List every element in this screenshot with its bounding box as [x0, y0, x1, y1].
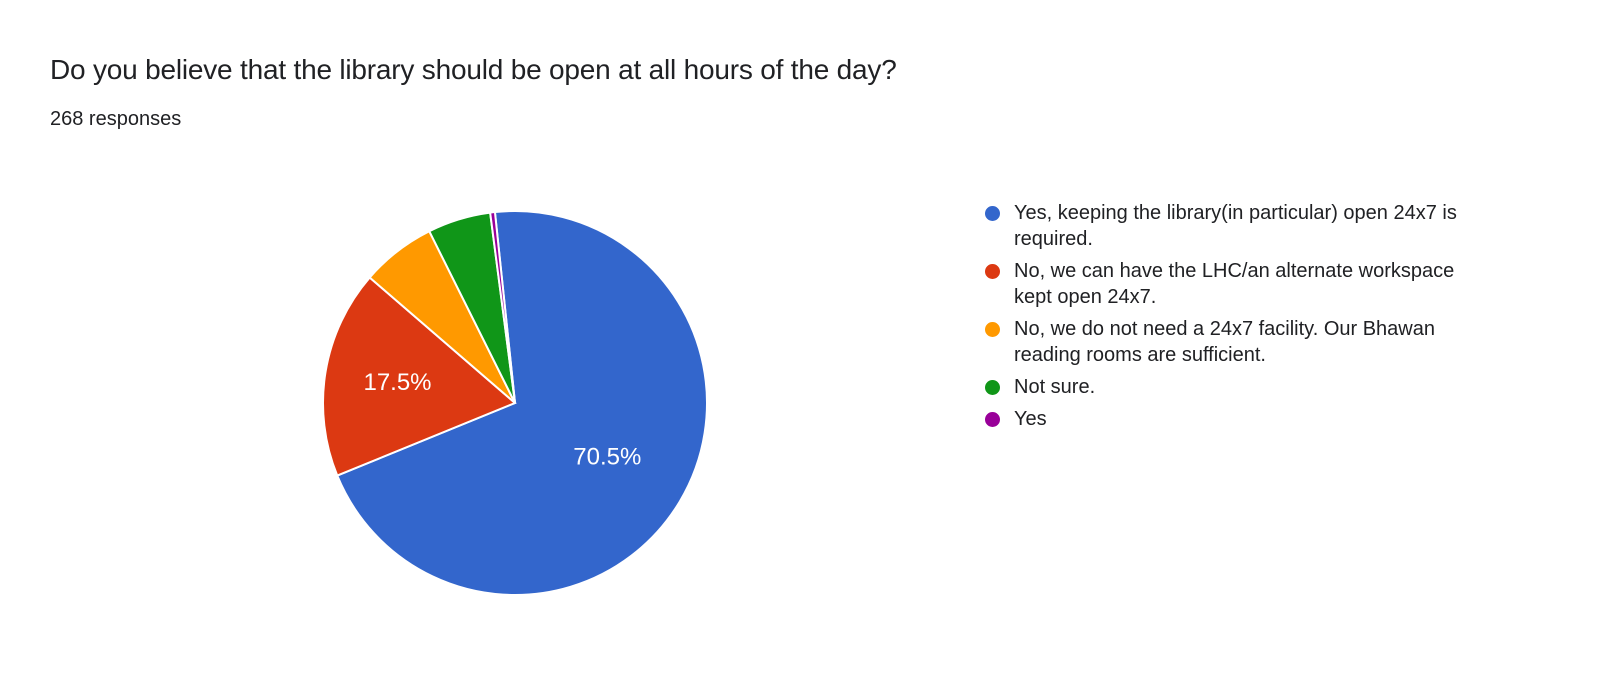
legend-item-label: No, we do not need a 24x7 facility. Our … [1014, 318, 1435, 366]
pie-slice-label: 17.5% [363, 369, 431, 396]
legend-item[interactable]: Not sure. [985, 374, 1505, 400]
pie-chart: 70.5% 17.5% [322, 210, 708, 596]
legend-color-swatch [985, 264, 1000, 279]
pie-slice[interactable] [322, 276, 517, 477]
legend-color-swatch [985, 412, 1000, 427]
legend-item[interactable]: No, we do not need a 24x7 facility. Our … [985, 316, 1505, 368]
legend-item-label: Yes, keeping the library(in particular) … [1014, 202, 1457, 250]
pie-slice[interactable] [335, 210, 708, 596]
legend-item-label: No, we can have the LHC/an alternate wor… [1014, 260, 1455, 308]
legend-color-swatch [985, 206, 1000, 221]
pie-slice[interactable] [489, 210, 516, 404]
legend-item-label: Yes [1014, 408, 1047, 430]
legend-item[interactable]: Yes [985, 406, 1505, 432]
legend-item[interactable]: No, we can have the LHC/an alternate wor… [985, 258, 1505, 310]
page-title: Do you believe that the library should b… [50, 54, 897, 85]
legend-color-swatch [985, 322, 1000, 337]
pie-slice-group [322, 210, 708, 596]
chart-area: 70.5% 17.5% Yes, keeping the library(in p… [0, 150, 1600, 650]
legend-item[interactable]: Yes, keeping the library(in particular) … [985, 200, 1505, 252]
legend-item-label: Not sure. [1014, 376, 1096, 398]
pie-label-group: 70.5% 17.5% [363, 369, 641, 470]
response-count: 268 responses [50, 108, 182, 130]
chart-legend: Yes, keeping the library(in particular) … [985, 200, 1505, 438]
pie-slice-label: 70.5% [573, 444, 641, 471]
legend-color-swatch [985, 380, 1000, 395]
